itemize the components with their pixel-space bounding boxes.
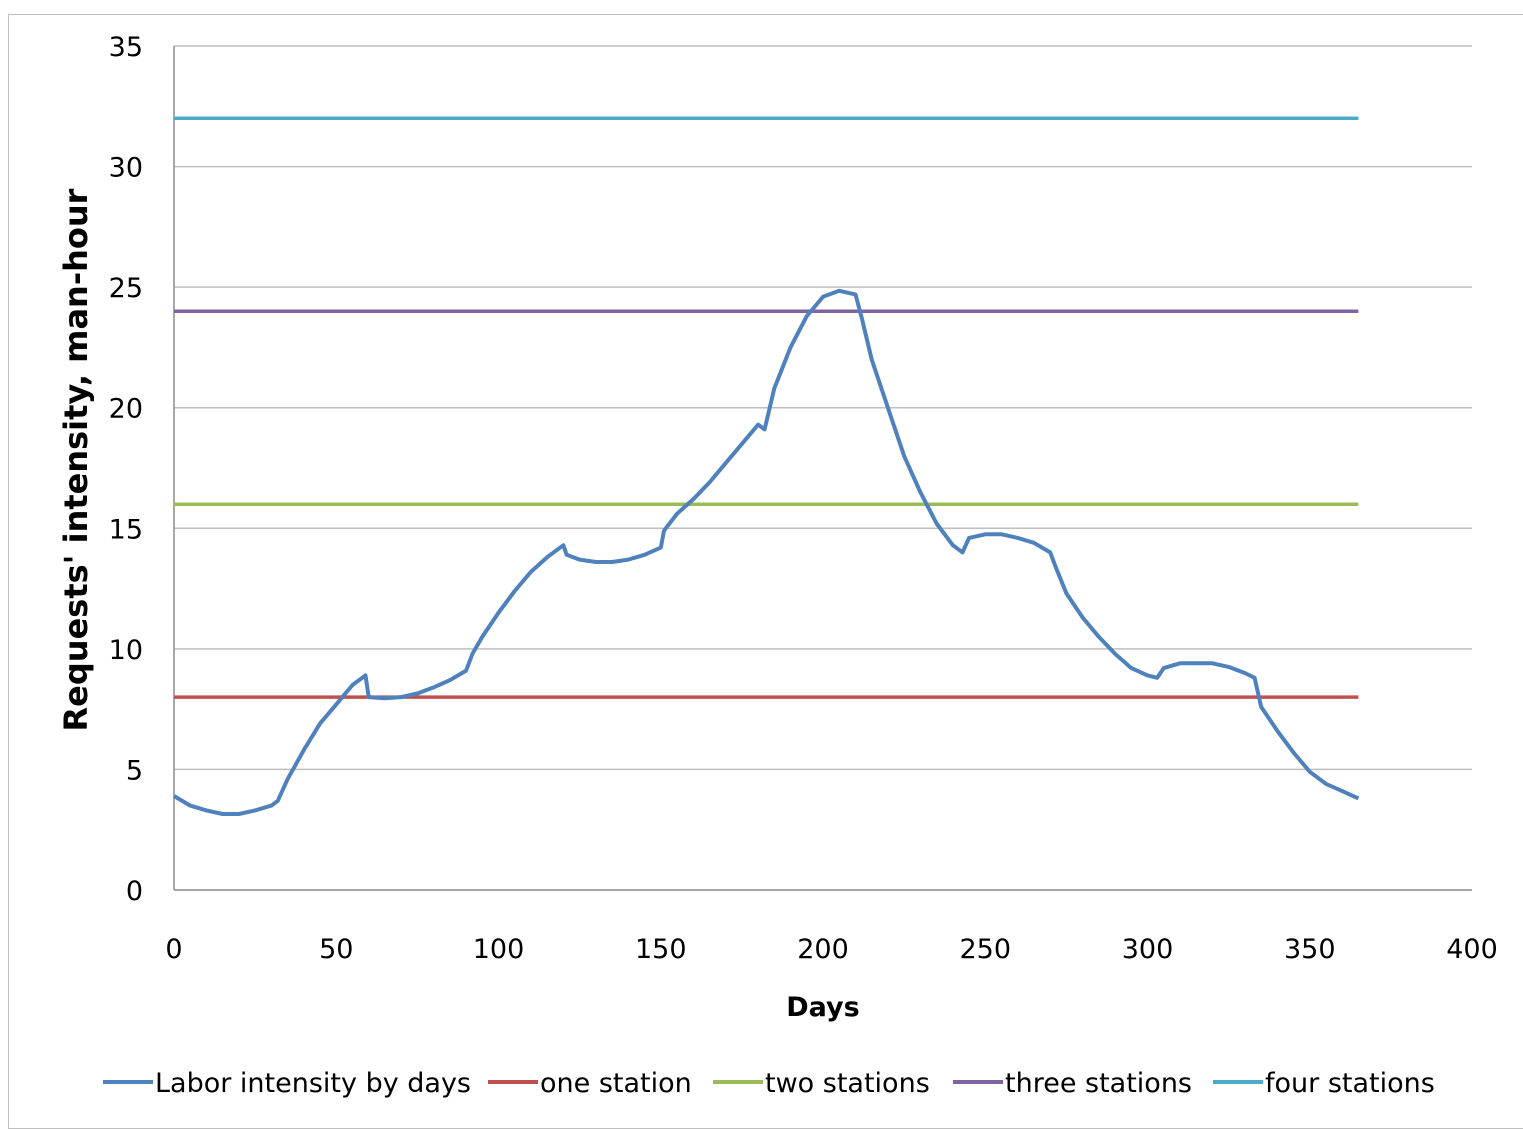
axes [173,46,1472,891]
legend-item: three stations [953,1068,1192,1099]
legend-label: Labor intensity by days [155,1068,471,1099]
x-tick-label: 50 [319,934,353,965]
y-tick-label: 10 [109,635,143,666]
y-tick-label: 25 [109,273,143,304]
y-tick-label: 5 [126,755,143,786]
x-tick-label: 0 [165,934,182,965]
legend: Labor intensity by days one station two st… [103,1068,1435,1099]
legend-label: four stations [1265,1068,1435,1099]
chart-frame [8,14,1523,1129]
legend-label: three stations [1005,1068,1192,1099]
x-tick-label: 400 [1446,934,1498,965]
x-tick-label: 300 [1122,934,1174,965]
x-tick-label: 250 [959,934,1011,965]
series-line-labor-intensity-by-days [172,288,1360,816]
y-tick-label: 30 [109,153,143,184]
y-tick-label: 35 [109,32,143,63]
x-tick-label: 150 [635,934,687,965]
x-tick-label: 200 [797,934,849,965]
y-axis-title: Requests' intensity, man-hour [57,188,95,731]
y-tick-label: 15 [109,514,143,545]
series-lines [172,116,1360,816]
legend-item: four stations [1213,1068,1435,1099]
y-tick-label: 20 [109,394,143,425]
gridlines [174,45,1472,771]
legend-item: two stations [713,1068,930,1099]
x-tick-label: 350 [1284,934,1336,965]
legend-label: one station [540,1068,692,1099]
legend-label: two stations [765,1068,930,1099]
legend-item: one station [488,1068,692,1099]
legend-item: Labor intensity by days [103,1068,471,1099]
x-tick-label: 100 [473,934,525,965]
x-axis-title: Days [786,992,859,1023]
y-tick-label: 0 [126,876,143,907]
